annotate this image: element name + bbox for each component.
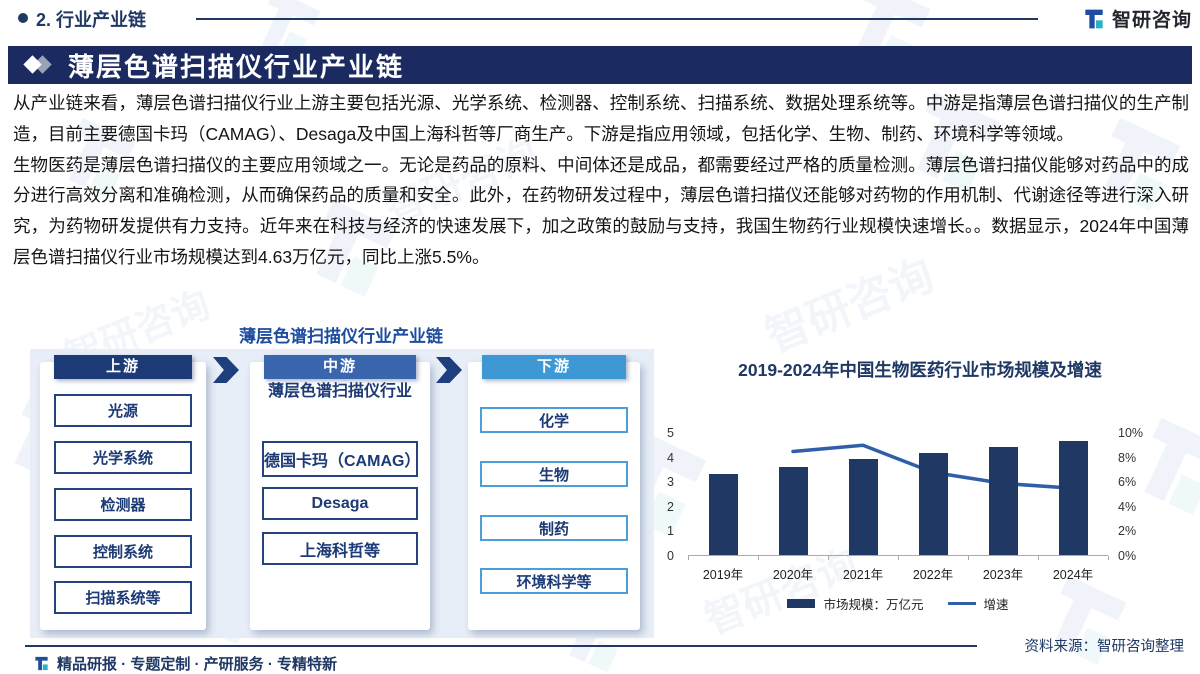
divider: [196, 18, 1038, 20]
zhiyan-logo-icon: [35, 656, 48, 671]
bar-2020年: [778, 467, 808, 555]
midstream-item: Desaga: [262, 487, 418, 520]
title-banner: 薄层色谱扫描仪行业产业链: [8, 46, 1192, 84]
midstream-item: 德国卡玛（CAMAG）: [262, 441, 420, 477]
upstream-item: 扫描系统等: [54, 581, 192, 614]
downstream-item: 化学: [480, 407, 628, 433]
bar-2022年: [918, 452, 948, 555]
downstream-item: 制药: [480, 515, 628, 541]
midstream-subtitle: 薄层色谱扫描仪行业: [267, 383, 412, 400]
chart-title: 2019-2024年中国生物医药行业市场规模及增速: [738, 360, 1102, 380]
footer: 精品研报 · 专题定制 · 产研服务 · 专精特新: [33, 653, 337, 674]
upstream-item: 控制系统: [54, 535, 192, 568]
upstream-item: 检测器: [54, 488, 192, 521]
y-axis-right: 0% 2% 4% 6% 8% 10%: [1118, 426, 1144, 563]
bar-legend-swatch: [787, 599, 816, 608]
bar-legend-label: 市场规模：万亿元: [823, 598, 924, 612]
bar-2019年: [708, 474, 738, 555]
x-axis-labels: 2019年 2020年 2021年 2022年 2023年 2024年: [688, 564, 1108, 583]
x-label: 2024年: [1052, 568, 1094, 582]
x-label: 2020年: [772, 568, 814, 582]
source-note: 资料来源：智研咨询整理: [1024, 639, 1185, 655]
company-name: 智研咨询: [1112, 10, 1193, 31]
x-label: 2022年: [912, 568, 954, 582]
downstream-item: 生物: [480, 461, 628, 487]
midstream-item: 上海科哲等: [262, 532, 418, 565]
zhiyan-logo-icon: [1085, 9, 1103, 28]
chart-legend: 市场规模：万亿元 增速: [688, 594, 1108, 613]
paragraph-1: 从产业链来看，薄层色谱扫描仪行业上游主要包括光源、光学系统、检测器、控制系统、扫…: [13, 93, 1189, 144]
upstream-item: 光源: [54, 394, 192, 427]
midstream-header: 中游: [264, 355, 416, 379]
footer-divider: [25, 645, 977, 647]
body-text: 从产业链来看，薄层色谱扫描仪行业上游主要包括光源、光学系统、检测器、控制系统、扫…: [13, 88, 1189, 273]
bar-2021年: [848, 459, 878, 555]
x-label: 2021年: [842, 568, 884, 582]
page-title: 薄层色谱扫描仪行业产业链: [68, 51, 405, 82]
diamond-icon: [23, 55, 58, 74]
diagram-title: 薄层色谱扫描仪行业产业链: [239, 327, 443, 346]
downstream-header: 下游: [482, 355, 626, 379]
downstream-item: 环境科学等: [480, 568, 628, 594]
line-legend-swatch: [947, 602, 976, 605]
upstream-header: 上游: [54, 355, 192, 379]
x-label: 2019年: [702, 568, 744, 582]
x-label: 2023年: [982, 568, 1024, 582]
section-title: 2. 行业产业链: [36, 10, 147, 30]
upstream-item: 光学系统: [54, 441, 192, 474]
growth-line: [791, 443, 1075, 491]
bar-2023年: [988, 447, 1018, 555]
company-logo: 智研咨询: [1082, 5, 1192, 32]
x-axis-ticks: [688, 556, 1109, 561]
line-legend-label: 增速: [983, 598, 1009, 612]
paragraph-2: 生物医药是薄层色谱扫描仪的主要应用领域之一。无论是药品的原料、中间体还是成品，都…: [13, 154, 1189, 267]
footer-tagline: 精品研报 · 专题定制 · 产研服务 · 专精特新: [57, 656, 337, 673]
section-header: 2. 行业产业链 智研咨询: [0, 0, 1200, 40]
bar-2024年: [1058, 441, 1088, 555]
chart-plot-area: [688, 433, 1108, 556]
bullet-icon: [18, 13, 28, 23]
